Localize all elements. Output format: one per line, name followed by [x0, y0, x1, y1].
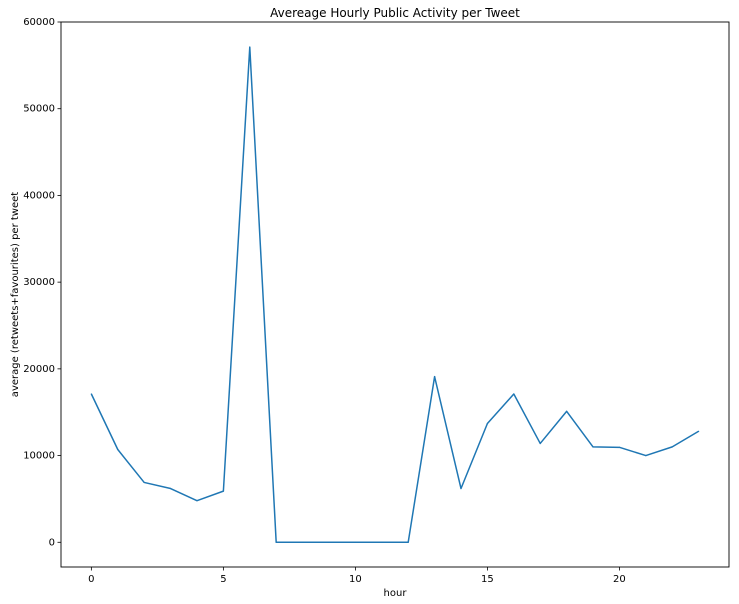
y-axis-title: average (retweets+favourites) per tweet — [10, 192, 21, 397]
data-point — [196, 500, 198, 502]
data-point — [671, 446, 673, 448]
chart-title: Avereage Hourly Public Activity per Twee… — [270, 6, 520, 20]
y-axis-ticks: 0 10000 20000 30000 40000 50000 60000 — [23, 17, 61, 548]
data-point — [222, 490, 224, 492]
plot-frame — [60, 21, 730, 568]
series-layer — [90, 46, 700, 544]
data-point — [407, 541, 409, 543]
y-tick-label: 50000 — [23, 104, 55, 115]
y-tick-label: 40000 — [23, 190, 55, 201]
y-tick-label: 30000 — [23, 277, 55, 288]
data-point — [169, 487, 172, 490]
data-point — [143, 481, 145, 484]
x-tick-label: 10 — [349, 574, 362, 585]
data-point — [460, 487, 462, 490]
x-tick-label: 0 — [88, 574, 94, 585]
data-point — [698, 430, 700, 432]
data-point — [328, 541, 330, 543]
x-axis-ticks: 0 5 10 15 20 — [88, 567, 626, 585]
series-line — [90, 46, 700, 544]
data-point — [539, 442, 541, 445]
data-point — [486, 422, 489, 425]
x-tick-label: 5 — [220, 574, 226, 585]
data-point — [645, 454, 647, 457]
data-point — [513, 393, 515, 395]
data-point — [249, 46, 251, 48]
data-point — [381, 541, 383, 543]
data-point — [117, 448, 119, 451]
data-point — [354, 541, 356, 543]
data-point — [592, 446, 594, 448]
y-tick-label: 20000 — [23, 364, 55, 375]
x-axis-title: hour — [384, 588, 408, 599]
y-tick-label: 60000 — [23, 17, 55, 28]
x-tick-label: 15 — [481, 574, 494, 585]
data-point — [566, 410, 568, 412]
data-point — [301, 541, 304, 543]
data-point — [90, 393, 92, 395]
x-tick-label: 20 — [613, 574, 626, 585]
y-tick-label: 10000 — [23, 451, 55, 462]
data-point — [618, 446, 621, 448]
y-tick-label: 0 — [49, 537, 55, 548]
data-point — [275, 541, 277, 543]
data-point — [434, 376, 436, 378]
